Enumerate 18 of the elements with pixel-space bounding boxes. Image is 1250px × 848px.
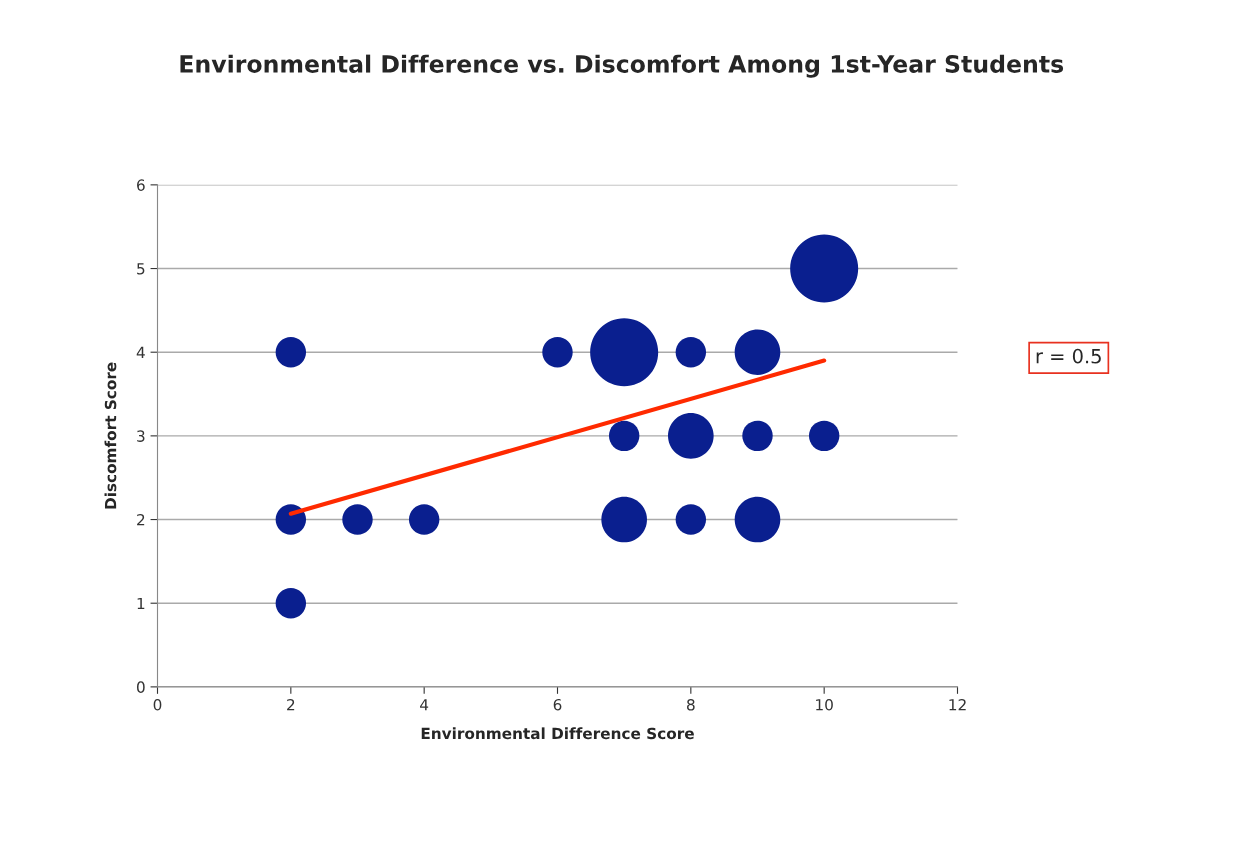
x-tick-label: 0 bbox=[153, 698, 162, 711]
y-tick-label: 6 bbox=[137, 179, 145, 191]
x-tick-label: 2 bbox=[287, 698, 295, 711]
x-tick-label: 6 bbox=[553, 698, 562, 711]
y-tick-label: 2 bbox=[137, 514, 145, 526]
y-tick-label: 0 bbox=[136, 681, 145, 693]
x-tick-label: 8 bbox=[687, 698, 695, 711]
y-tick-label: 1 bbox=[137, 597, 145, 610]
x-tick-label: 12 bbox=[949, 698, 966, 711]
x-tick-label: 4 bbox=[420, 699, 429, 711]
y-tick-label: 5 bbox=[137, 263, 145, 275]
chart-title: Environmental Difference vs. Discomfort Among 1st-Year Students bbox=[180, 54, 1064, 78]
text: r = 0.5 bbox=[1036, 348, 1101, 364]
x-tick-label: 10 bbox=[816, 698, 833, 711]
y-axis-title: Discomfort Score bbox=[104, 362, 117, 509]
y-tick-label: 3 bbox=[137, 430, 145, 442]
y-tick-label: 4 bbox=[136, 346, 145, 359]
x-axis-title: Environmental Difference Score bbox=[421, 727, 694, 740]
